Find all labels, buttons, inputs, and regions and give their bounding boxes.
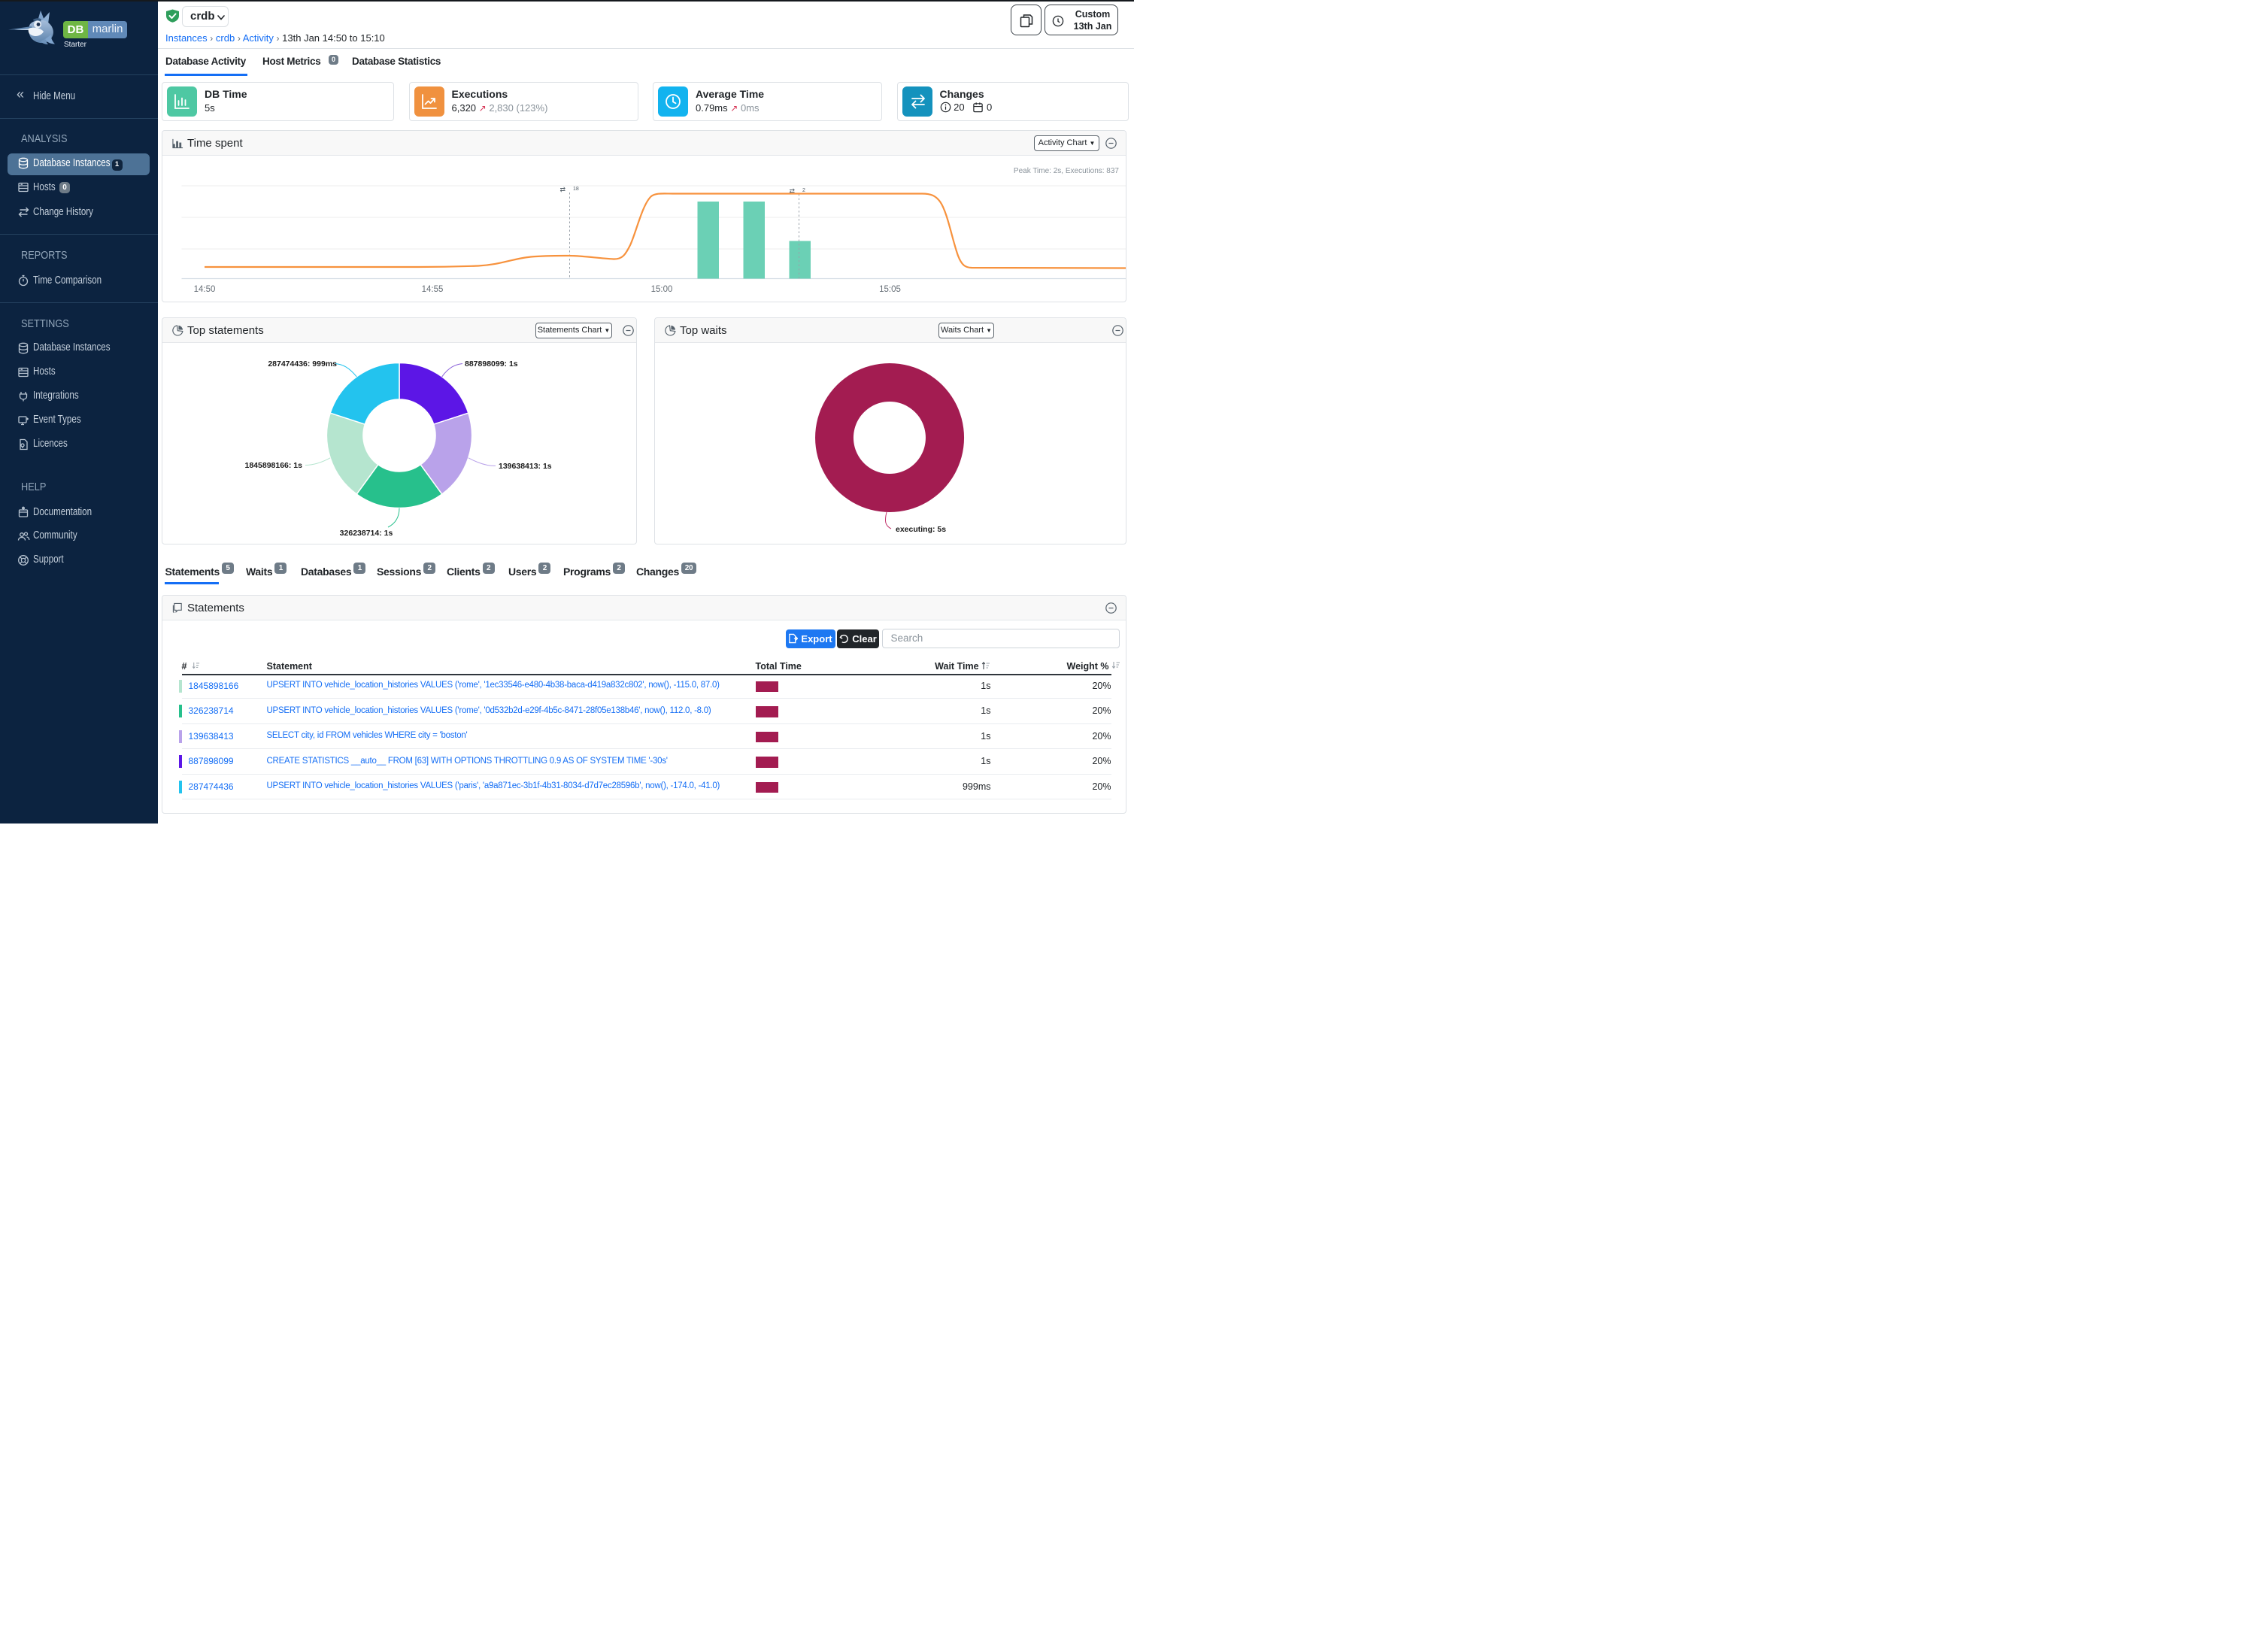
svg-text:287474436: 999ms: 287474436: 999ms xyxy=(268,359,337,369)
svg-text:139638413: 1s: 139638413: 1s xyxy=(499,462,552,471)
svg-text:2: 2 xyxy=(802,188,805,193)
svg-text:Peak Time: 2s, Executions: 837: Peak Time: 2s, Executions: 837 xyxy=(1014,167,1120,175)
svg-text:887898099: 1s: 887898099: 1s xyxy=(465,359,518,369)
svg-text:executing: 5s: executing: 5s xyxy=(896,525,946,534)
svg-text:15:05: 15:05 xyxy=(879,285,901,294)
svg-text:15:00: 15:00 xyxy=(651,285,673,294)
svg-text:⇄: ⇄ xyxy=(789,187,795,195)
svg-text:14:55: 14:55 xyxy=(422,285,444,294)
svg-text:18: 18 xyxy=(573,187,579,192)
svg-text:1845898166: 1s: 1845898166: 1s xyxy=(245,461,303,470)
svg-text:⇄: ⇄ xyxy=(559,186,565,193)
svg-text:326238714: 1s: 326238714: 1s xyxy=(340,529,393,538)
svg-text:14:50: 14:50 xyxy=(194,285,216,294)
